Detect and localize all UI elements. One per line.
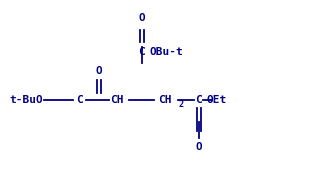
Text: C: C bbox=[195, 95, 202, 105]
Text: CH: CH bbox=[158, 95, 171, 105]
Text: CH: CH bbox=[111, 95, 124, 105]
Text: OBu-t: OBu-t bbox=[150, 47, 184, 57]
Text: O: O bbox=[96, 66, 103, 76]
Text: 2: 2 bbox=[179, 100, 184, 109]
Text: O: O bbox=[138, 13, 145, 23]
Text: C: C bbox=[138, 47, 145, 57]
Text: OEt: OEt bbox=[206, 95, 226, 105]
Text: C: C bbox=[76, 95, 83, 105]
Text: t-BuO: t-BuO bbox=[10, 95, 43, 105]
Text: O: O bbox=[195, 142, 202, 152]
